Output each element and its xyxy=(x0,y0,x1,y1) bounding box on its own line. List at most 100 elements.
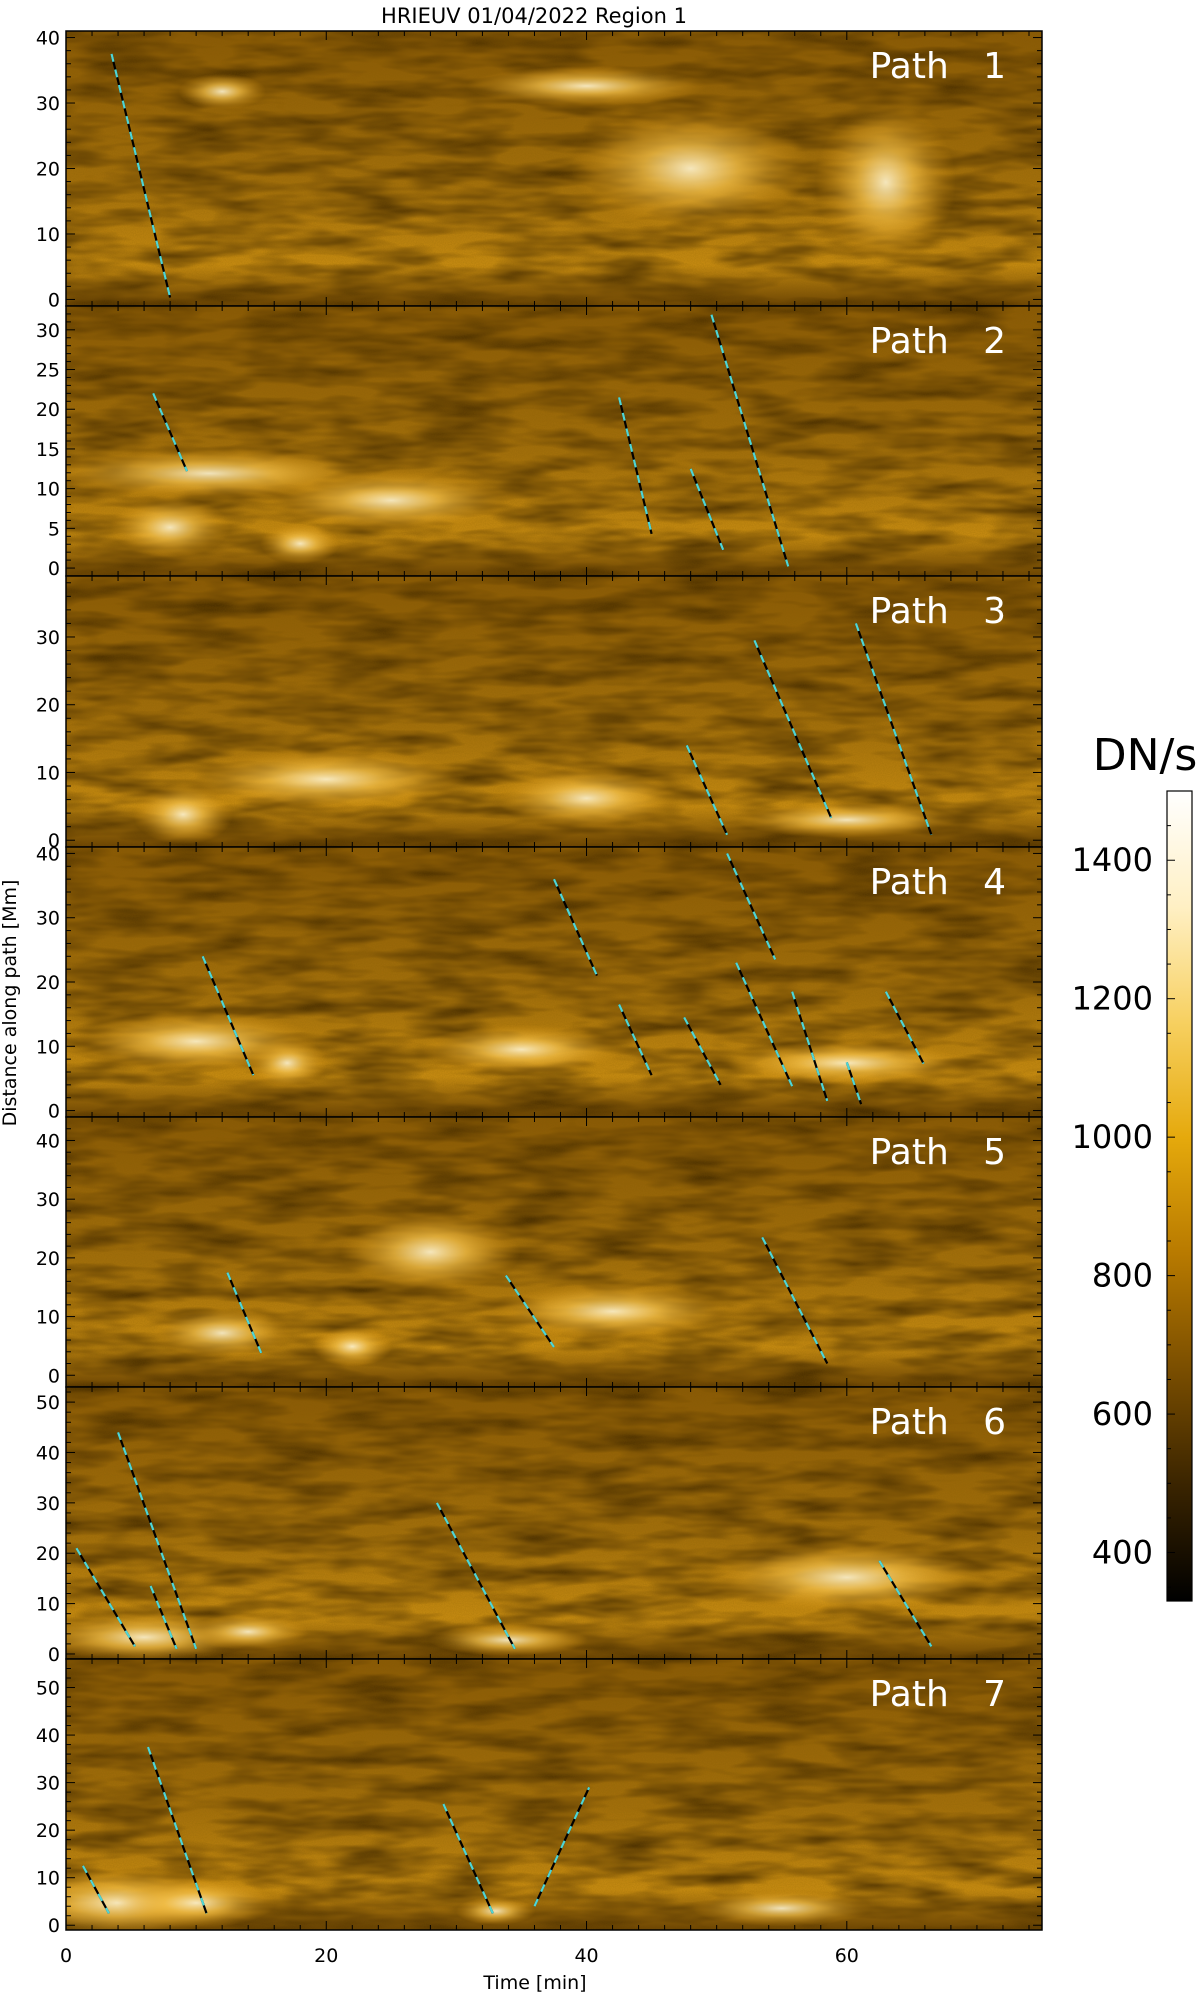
y-tick-label: 40 xyxy=(36,843,60,865)
y-tick-label: 0 xyxy=(48,1644,60,1666)
track-7-cyan xyxy=(791,991,829,1102)
bright-feature-3 xyxy=(492,1283,733,1340)
panel-5: 0 10 20 30 40 Path 5 xyxy=(36,1116,1043,1388)
track-3-cyan xyxy=(149,1585,178,1650)
bright-feature-2 xyxy=(116,1877,277,1928)
bright-feature-4 xyxy=(570,108,811,229)
y-tick-label: 0 xyxy=(48,1101,60,1123)
y-tick-label: 0 xyxy=(48,289,60,311)
colorbar-tick-label: 1200 xyxy=(1072,980,1153,1018)
x-tick-label: 20 xyxy=(314,1945,338,1967)
bright-feature-2 xyxy=(76,1011,317,1072)
track-2-cyan xyxy=(146,1746,208,1914)
bright-feature-4 xyxy=(186,749,467,810)
track-2-cyan xyxy=(504,1274,555,1348)
panel-label: Path 2 xyxy=(870,321,1006,362)
track-5-cyan xyxy=(726,852,777,960)
panel-7: 0 10 20 30 40 50 Path 7 xyxy=(36,1658,1043,1937)
track-6-cyan xyxy=(735,962,794,1087)
track-1-cyan xyxy=(685,744,729,836)
track-3-cyan xyxy=(442,1803,494,1914)
track-3-cyan xyxy=(854,623,933,836)
y-tick-label: 10 xyxy=(36,1036,60,1058)
y-tick-label: 50 xyxy=(36,1392,60,1414)
y-tick-label: 0 xyxy=(48,830,60,852)
track-3-cyan xyxy=(618,1004,653,1076)
y-tick-label: 30 xyxy=(36,908,60,930)
bright-feature-3 xyxy=(466,66,707,106)
panel-image-6 xyxy=(66,1387,1042,1659)
bright-feature-2 xyxy=(188,1613,309,1650)
y-tick-label: 10 xyxy=(36,224,60,246)
track-4-cyan xyxy=(710,314,790,567)
bright-feature-3 xyxy=(428,1623,589,1656)
track-1-cyan xyxy=(110,53,172,298)
colorbar-tick-label: 400 xyxy=(1092,1534,1153,1572)
panel-label: Path 7 xyxy=(870,1674,1006,1715)
bright-feature-3 xyxy=(421,1024,622,1075)
panel-image-2 xyxy=(66,306,1042,576)
panel-1: 0 10 20 30 40 Path 1 xyxy=(36,28,1043,311)
y-tick-label: 20 xyxy=(36,1248,60,1270)
y-tick-label: 40 xyxy=(36,1442,60,1464)
bright-feature-1 xyxy=(110,497,231,558)
panel-grain xyxy=(66,1387,1042,1659)
y-tick-label: 10 xyxy=(36,1307,60,1329)
x-tick-label: 60 xyxy=(835,1945,859,1967)
panel-image-1 xyxy=(66,31,1042,306)
colorbar-label: DN/s xyxy=(1093,730,1198,781)
panel-frame xyxy=(65,1658,1043,1931)
bright-feature-3 xyxy=(455,1897,536,1926)
bright-feature-1 xyxy=(133,784,234,845)
colorbar-tick-label: 1400 xyxy=(1072,841,1153,879)
y-tick-label: 30 xyxy=(36,1493,60,1515)
track-4-cyan xyxy=(683,1016,722,1086)
bright-feature-4 xyxy=(691,1890,872,1927)
y-tick-label: 10 xyxy=(36,1868,60,1890)
y-tick-label: 30 xyxy=(36,1773,60,1795)
colorbar-tick-label: 800 xyxy=(1092,1257,1153,1295)
bright-feature-3 xyxy=(736,801,957,838)
panel-3: 0 10 20 30 Path 3 xyxy=(36,575,1043,852)
x-axis-label: Time [min] xyxy=(482,1972,586,1994)
bright-feature-4 xyxy=(340,1212,521,1292)
track-8-cyan xyxy=(845,1062,863,1105)
track-2-cyan xyxy=(552,878,598,977)
panel-image-5 xyxy=(66,1117,1042,1387)
panel-label: Path 3 xyxy=(870,591,1006,632)
y-tick-label: 15 xyxy=(36,439,60,461)
bright-feature-1 xyxy=(152,1308,293,1358)
y-tick-label: 0 xyxy=(48,558,60,580)
track-1-cyan xyxy=(75,1547,136,1647)
colorbar-gradient xyxy=(1166,790,1193,1602)
y-tick-label: 5 xyxy=(48,518,60,540)
y-tick-label: 20 xyxy=(36,159,60,181)
colorbar: 400 600 800 1000 1200 1400 xyxy=(1072,790,1193,1602)
bright-feature-4 xyxy=(66,448,370,499)
bright-feature-4 xyxy=(706,1542,987,1613)
bright-feature-2 xyxy=(496,768,677,829)
panel-label: Path 6 xyxy=(870,1402,1006,1443)
y-tick-label: 20 xyxy=(36,972,60,994)
colorbar-tick-label: 1000 xyxy=(1072,1118,1153,1156)
bright-feature-2 xyxy=(815,102,956,263)
x-tick-label: 40 xyxy=(574,1945,598,1967)
y-tick-label: 40 xyxy=(36,28,60,50)
track-4-cyan xyxy=(533,1786,591,1907)
panel-4: 0 10 20 30 40 Path 4 xyxy=(36,843,1043,1123)
panel-6: 0 10 20 30 40 50 Path 6 xyxy=(36,1386,1043,1666)
track-2-cyan xyxy=(117,1431,198,1650)
y-tick-label: 10 xyxy=(36,1594,60,1616)
panel-image-4 xyxy=(66,847,1042,1117)
y-tick-label: 50 xyxy=(36,1678,60,1700)
track-2-cyan xyxy=(617,397,653,535)
chart-title: HRIEUV 01/04/2022 Region 1 xyxy=(381,4,687,28)
y-tick-label: 0 xyxy=(48,1915,60,1937)
track-2-cyan xyxy=(753,639,833,819)
panel-image-7 xyxy=(66,1659,1042,1930)
bright-feature-2 xyxy=(312,1326,393,1367)
track-5-cyan xyxy=(878,1560,933,1647)
x-tick-label: 0 xyxy=(60,1945,72,1967)
